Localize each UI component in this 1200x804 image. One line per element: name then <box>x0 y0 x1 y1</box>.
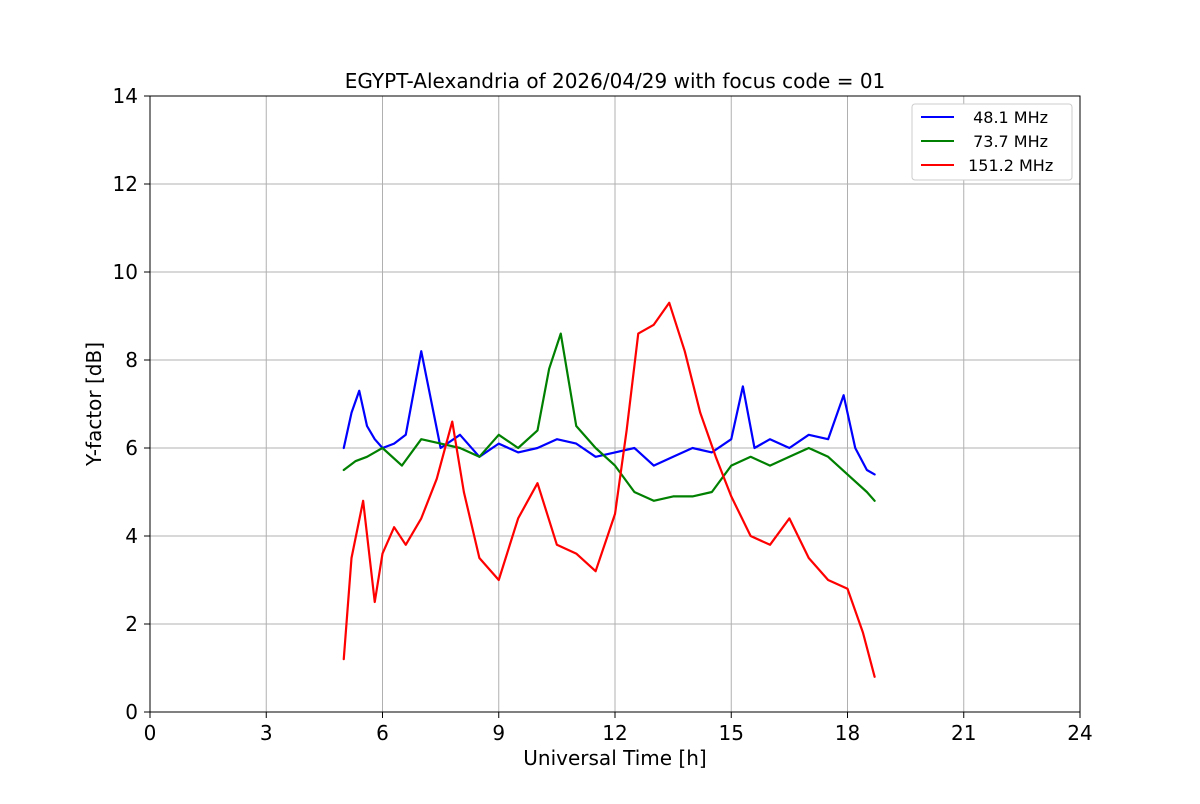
legend-label-73-7: 73.7 MHz <box>968 132 1048 151</box>
y-axis-label: Y-factor [dB] <box>82 342 106 467</box>
series-line-0 <box>342 350 876 476</box>
legend-label-48-1: 48.1 MHz <box>968 108 1048 127</box>
y-tick-label: 4 <box>125 524 138 548</box>
y-tick-label: 6 <box>125 436 138 460</box>
legend-label-151-2: 151.2 MHz <box>963 156 1053 175</box>
x-tick-label: 6 <box>376 721 389 745</box>
legend: 48.1 MHz 73.7 MHz 151.2 MHz <box>911 103 1073 181</box>
x-axis-label: Universal Time [h] <box>523 746 706 770</box>
series-line-2 <box>342 301 876 678</box>
chart-title: EGYPT-Alexandria of 2026/04/29 with focu… <box>345 69 886 93</box>
x-tick-label: 24 <box>1067 721 1092 745</box>
y-tick-label: 12 <box>113 172 138 196</box>
x-tick-label: 21 <box>951 721 976 745</box>
series-line-1 <box>342 332 876 502</box>
legend-box <box>911 103 1073 181</box>
y-tick-label: 2 <box>125 612 138 636</box>
y-tick-label: 10 <box>113 260 138 284</box>
x-tick-label: 12 <box>602 721 627 745</box>
y-tick-label: 8 <box>125 348 138 372</box>
x-tick-label: 3 <box>260 721 273 745</box>
x-tick-label: 15 <box>719 721 744 745</box>
x-tick-label: 9 <box>492 721 505 745</box>
y-tick-label: 14 <box>113 84 138 108</box>
x-tick-label: 18 <box>835 721 860 745</box>
series-layer <box>342 301 876 678</box>
y-tick-label: 0 <box>125 700 138 724</box>
x-tick-label: 0 <box>144 721 157 745</box>
